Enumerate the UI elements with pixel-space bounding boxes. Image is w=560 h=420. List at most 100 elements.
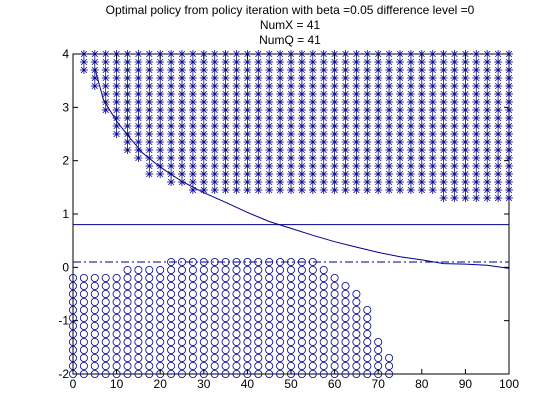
circle-marker [254, 281, 263, 290]
star-marker [167, 146, 176, 154]
x-tick-label: 90 [459, 377, 473, 391]
circle-marker [199, 265, 208, 274]
y-tick-label: -2 [58, 367, 69, 381]
star-marker [330, 82, 339, 90]
circle-marker [145, 297, 154, 306]
circle-marker [341, 345, 350, 354]
circle-marker [308, 353, 317, 362]
circle-marker [167, 361, 176, 370]
star-marker [374, 122, 383, 130]
circle-marker [123, 329, 132, 338]
circle-marker [167, 265, 176, 274]
circle-marker [123, 345, 132, 354]
circle-marker [319, 305, 328, 314]
star-marker [417, 154, 426, 162]
circle-marker [134, 321, 143, 330]
circle-marker [330, 345, 339, 354]
circle-marker [232, 265, 241, 274]
star-marker [330, 114, 339, 122]
star-marker [483, 98, 492, 106]
circle-marker [134, 265, 143, 274]
circle-marker [243, 337, 252, 346]
circle-marker [221, 337, 230, 346]
circle-marker [177, 337, 186, 346]
circle-marker [134, 281, 143, 290]
circle-marker [265, 369, 274, 378]
circle-marker [363, 353, 372, 362]
star-marker [232, 74, 241, 82]
circle-marker [79, 369, 88, 378]
star-marker [472, 178, 481, 186]
star-marker [505, 74, 513, 82]
star-marker [178, 130, 186, 138]
star-marker [439, 114, 448, 122]
star-marker [472, 146, 481, 154]
star-marker [341, 66, 350, 74]
star-marker [287, 98, 295, 106]
star-marker [265, 138, 274, 146]
circle-marker [352, 321, 361, 330]
star-marker [505, 178, 513, 186]
circle-marker [341, 369, 350, 378]
star-marker [374, 106, 383, 114]
circle-marker [286, 297, 295, 306]
circle-marker [90, 313, 99, 322]
circle-marker [319, 345, 328, 354]
circle-marker [79, 273, 88, 282]
star-marker [450, 114, 459, 122]
y-tick-label: 0 [62, 260, 69, 274]
star-marker [396, 146, 404, 154]
star-marker [265, 186, 274, 194]
star-marker [450, 162, 459, 170]
star-marker [210, 114, 219, 122]
star-marker [221, 66, 230, 74]
circle-marker [188, 329, 197, 338]
circle-marker [79, 313, 88, 322]
circle-marker [101, 337, 110, 346]
star-marker [112, 130, 121, 138]
circle-marker [134, 345, 143, 354]
star-marker [417, 74, 426, 82]
star-marker [123, 98, 132, 106]
star-marker [199, 146, 208, 154]
circle-marker [69, 281, 78, 290]
star-marker [308, 154, 317, 162]
star-marker [461, 186, 470, 194]
star-marker [276, 82, 285, 90]
circle-marker [112, 321, 121, 330]
star-marker [505, 194, 513, 202]
circle-marker [210, 281, 219, 290]
star-marker [396, 50, 404, 58]
star-marker [156, 66, 165, 74]
star-marker [352, 146, 361, 154]
star-marker [167, 90, 176, 98]
star-marker [276, 106, 285, 114]
star-marker [396, 178, 404, 186]
star-marker [101, 66, 110, 74]
star-marker [243, 122, 252, 130]
circle-marker [254, 313, 263, 322]
circle-marker [276, 353, 285, 362]
star-marker [221, 106, 230, 114]
star-marker [396, 170, 404, 178]
star-marker [145, 162, 154, 170]
star-marker [243, 138, 252, 146]
circle-marker [385, 361, 394, 370]
circle-marker [276, 273, 285, 282]
star-marker [276, 178, 285, 186]
circle-marker [145, 273, 154, 282]
star-marker [374, 74, 383, 82]
star-marker [199, 138, 208, 146]
star-marker [319, 74, 328, 82]
star-marker [265, 122, 274, 130]
star-marker [396, 66, 404, 74]
star-marker [79, 50, 88, 58]
star-marker [330, 90, 339, 98]
star-marker [461, 146, 470, 154]
title-line-3: NumQ = 41 [259, 33, 321, 47]
circle-marker [90, 281, 99, 290]
star-marker [178, 98, 186, 106]
circle-marker [210, 289, 219, 298]
circle-marker [319, 337, 328, 346]
star-marker [417, 58, 426, 66]
